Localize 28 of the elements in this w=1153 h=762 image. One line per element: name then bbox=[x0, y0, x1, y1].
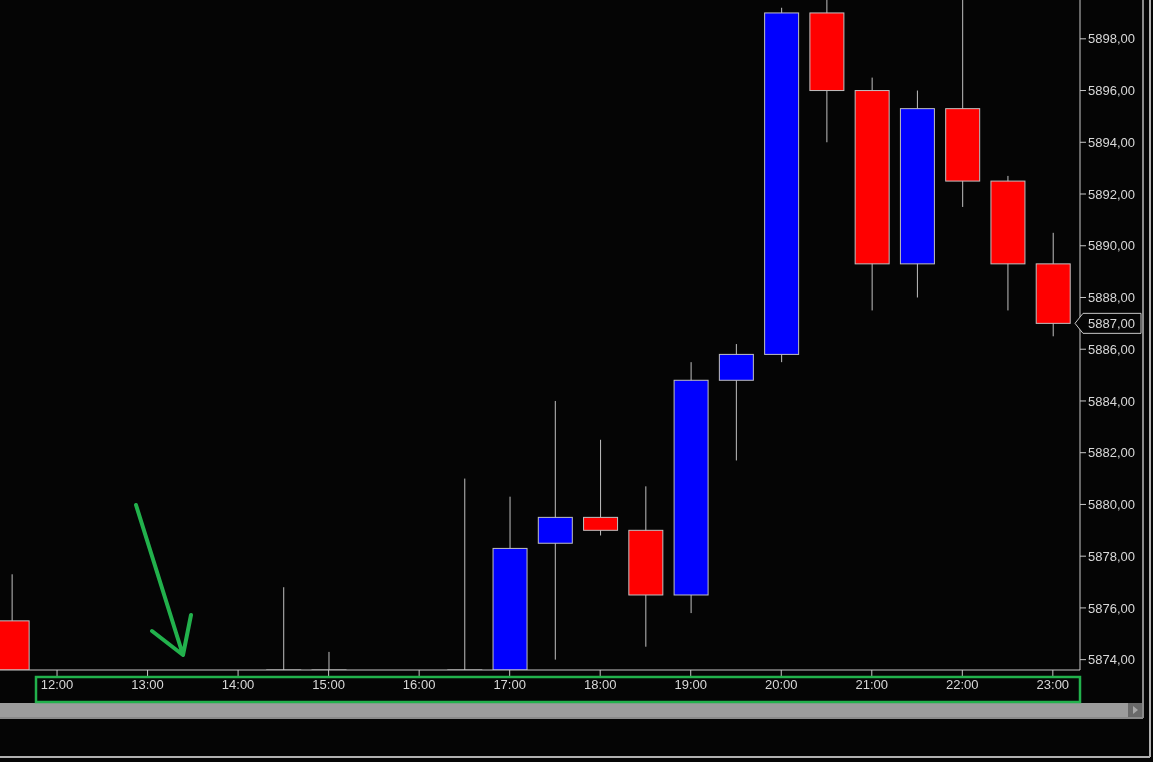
x-tick-label: 21:00 bbox=[855, 677, 889, 693]
candlestick bbox=[583, 439, 619, 536]
x-tick-label: 17:00 bbox=[493, 677, 526, 693]
y-tick-label: 5894,00 bbox=[1088, 134, 1135, 150]
y-tick-label: 5898,00 bbox=[1088, 31, 1135, 47]
x-tick-label: 14:00 bbox=[221, 677, 255, 693]
y-tick-label: 5878,00 bbox=[1088, 548, 1135, 564]
x-tick-label: 19:00 bbox=[674, 677, 707, 693]
y-tick-label: 5882,00 bbox=[1088, 445, 1135, 461]
x-tick-label: 18:00 bbox=[583, 677, 617, 693]
x-tick-label: 12:00 bbox=[40, 677, 74, 693]
y-tick-label: 5892,00 bbox=[1088, 186, 1135, 202]
y-tick-label: 5890,00 bbox=[1088, 238, 1135, 254]
y-tick-label: 5874,00 bbox=[1088, 652, 1135, 668]
y-tick-label: 5886,00 bbox=[1088, 341, 1135, 357]
x-tick-label: 22:00 bbox=[946, 677, 979, 693]
text: 5887,00 bbox=[1088, 315, 1135, 331]
y-tick-label: 5896,00 bbox=[1088, 83, 1135, 99]
x-tick-label: 13:00 bbox=[131, 677, 164, 693]
x-tick-label: 20:00 bbox=[764, 677, 798, 693]
x-tick-label: 15:00 bbox=[312, 677, 345, 693]
y-tick-label: 5876,00 bbox=[1088, 600, 1135, 616]
y-tick-label: 5884,00 bbox=[1088, 393, 1135, 409]
x-tick-label: 16:00 bbox=[402, 677, 436, 693]
y-tick-label: 5888,00 bbox=[1088, 290, 1135, 306]
y-tick-label: 5880,00 bbox=[1088, 497, 1135, 513]
x-tick-label: 23:00 bbox=[1036, 677, 1070, 693]
candlestick bbox=[537, 400, 573, 661]
